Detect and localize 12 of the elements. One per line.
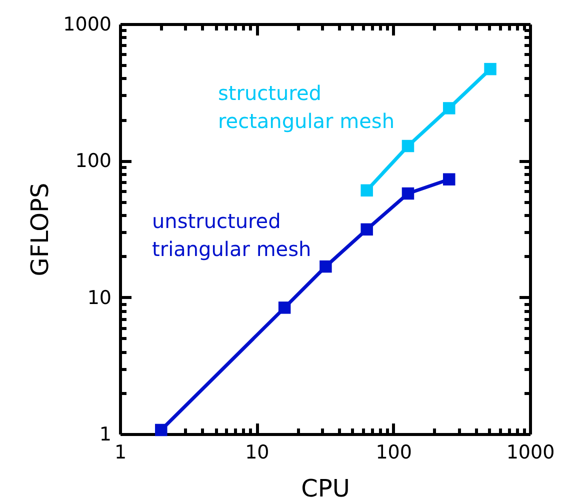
series-label: unstructured triangular mesh: [152, 209, 312, 261]
y-tick-label: 100: [75, 150, 112, 172]
y-axis-title: GFLOPS: [26, 182, 54, 276]
x-tick-label: 100: [376, 442, 412, 464]
series-label: structured rectangular mesh: [218, 81, 395, 133]
y-tick-label: 1000: [63, 14, 112, 36]
y-tick-label: 10: [87, 286, 112, 309]
x-tick-label: 10: [245, 442, 270, 464]
x-tick-label: 1: [114, 442, 127, 464]
y-tick-label: 1: [99, 424, 112, 446]
x-axis-title: CPU: [301, 474, 350, 500]
x-tick-label: 1000: [506, 442, 555, 464]
